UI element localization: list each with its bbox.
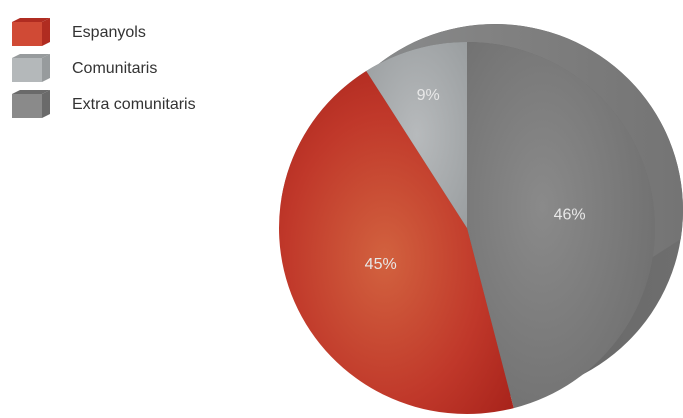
pie-slices: [279, 42, 655, 414]
legend-item-comunitaris: Comunitaris: [12, 54, 157, 82]
legend-item-extra-comunitaris: Extra comunitaris: [12, 90, 196, 118]
legend-swatch: [12, 94, 42, 118]
legend-swatch: [12, 22, 42, 46]
legend-swatch-top: [12, 90, 50, 94]
legend-swatch-top: [12, 54, 50, 58]
legend-swatch: [12, 58, 42, 82]
data-label-comunitaris: 9%: [417, 87, 440, 104]
legend-label: Extra comunitaris: [72, 96, 196, 113]
legend-swatch-side: [42, 18, 50, 46]
legend-swatch-top: [12, 18, 50, 22]
legend-swatch-side: [42, 54, 50, 82]
legend-item-espanyols: Espanyols: [12, 18, 146, 46]
pie-slice-extra-comunitaris: [467, 42, 655, 409]
pie-slice-comunitaris: [366, 42, 467, 228]
legend-swatch-side: [42, 90, 50, 118]
data-label-espanyols: 45%: [365, 256, 397, 273]
data-labels: 46% 45% 9%: [365, 87, 586, 273]
legend: Espanyols Comunitaris Extra comunitaris: [12, 18, 196, 118]
pie-slice-espanyols: [279, 70, 514, 414]
legend-label: Espanyols: [72, 24, 146, 41]
legend-label: Comunitaris: [72, 60, 157, 77]
data-label-extra-comunitaris: 46%: [554, 206, 586, 223]
